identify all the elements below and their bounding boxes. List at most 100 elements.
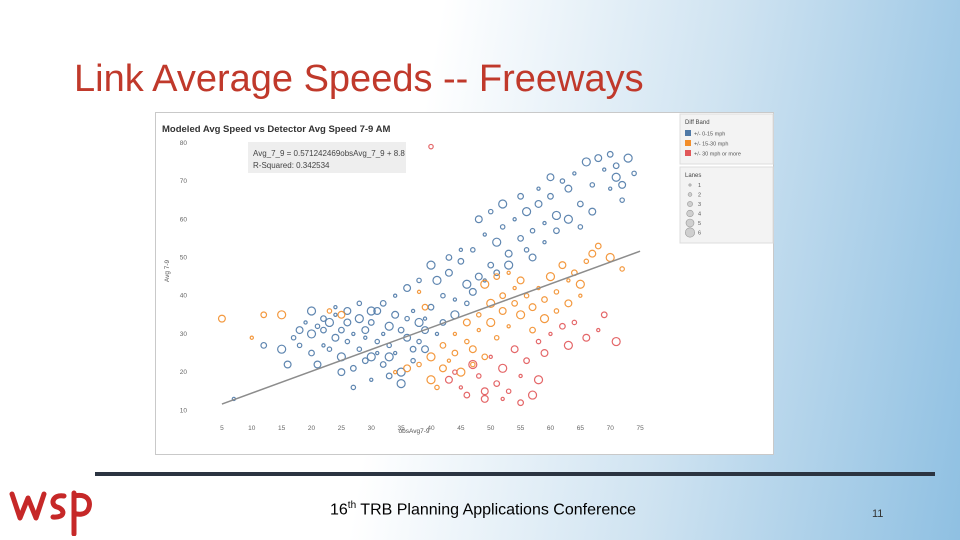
- data-point: [321, 343, 326, 348]
- data-point: [427, 303, 435, 311]
- data-point: [534, 199, 543, 208]
- data-point: [361, 357, 369, 365]
- legend-color-label: +/- 15-30 mph: [694, 142, 728, 148]
- y-tick-label: 30: [180, 331, 188, 338]
- data-point: [369, 377, 374, 382]
- data-point: [516, 276, 525, 285]
- data-point: [523, 247, 530, 253]
- data-point: [337, 310, 346, 319]
- data-point: [486, 317, 496, 328]
- data-point: [510, 345, 519, 354]
- data-point: [608, 186, 613, 191]
- data-point: [249, 335, 254, 340]
- data-point: [480, 387, 489, 396]
- data-point: [458, 247, 464, 253]
- data-point: [375, 350, 380, 356]
- data-point: [535, 338, 542, 345]
- data-point: [403, 364, 412, 373]
- data-point: [558, 261, 567, 270]
- footer-number: 16: [330, 501, 348, 519]
- data-point: [611, 336, 621, 347]
- data-point: [566, 278, 571, 283]
- data-point: [476, 327, 481, 333]
- data-point: [504, 260, 514, 270]
- x-tick-label: 75: [636, 425, 644, 432]
- scatter-chart: Modeled Avg Speed vs Detector Avg Speed …: [162, 113, 774, 435]
- data-point: [379, 299, 387, 307]
- data-point: [563, 214, 573, 224]
- data-point: [343, 306, 352, 315]
- data-point: [529, 326, 536, 334]
- page-number: 11: [872, 508, 884, 520]
- data-point: [277, 344, 287, 354]
- x-tick-label: 20: [308, 425, 316, 432]
- legend-size-label: 4: [698, 212, 701, 218]
- x-tick-label: 5: [220, 425, 224, 432]
- data-point: [470, 247, 476, 253]
- chart-title: Modeled Avg Speed vs Detector Avg Speed …: [162, 124, 390, 135]
- legend-swatch: [685, 140, 691, 146]
- legend-swatch: [685, 150, 691, 156]
- data-point: [493, 269, 501, 277]
- data-point: [533, 375, 544, 385]
- data-point: [451, 349, 459, 357]
- data-point: [536, 186, 541, 191]
- data-point: [602, 167, 607, 172]
- legend-size-marker: [686, 209, 694, 218]
- data-point: [506, 324, 511, 329]
- data-point: [470, 361, 476, 368]
- data-point: [480, 394, 489, 403]
- data-point: [397, 326, 405, 334]
- data-point: [381, 331, 386, 337]
- data-point: [527, 390, 538, 400]
- data-point: [506, 270, 511, 275]
- data-point: [468, 345, 477, 354]
- data-point: [493, 273, 501, 280]
- data-point: [351, 331, 356, 337]
- chart-marks: [217, 143, 641, 407]
- data-point: [313, 360, 322, 369]
- data-point: [384, 321, 394, 331]
- data-point: [523, 357, 530, 365]
- data-point: [416, 361, 422, 368]
- legend-size-marker: [684, 227, 695, 238]
- data-point: [551, 210, 562, 221]
- data-point: [283, 360, 292, 369]
- data-point: [583, 258, 590, 265]
- data-point: [392, 293, 398, 298]
- data-point: [553, 308, 560, 314]
- data-point: [295, 326, 304, 335]
- data-point: [498, 306, 507, 315]
- data-point: [529, 227, 536, 234]
- data-point: [331, 333, 340, 342]
- y-tick-label: 60: [180, 216, 188, 223]
- data-point: [320, 315, 327, 323]
- data-point: [462, 318, 471, 327]
- data-point: [379, 361, 387, 368]
- data-point: [518, 373, 523, 379]
- data-point: [499, 292, 507, 300]
- data-point: [464, 300, 470, 307]
- data-point: [391, 310, 400, 319]
- data-point: [367, 319, 375, 326]
- data-point: [523, 292, 530, 299]
- y-tick-label: 10: [180, 407, 188, 414]
- data-point: [385, 372, 393, 380]
- footer-conference: 16th TRB Planning Applications Conferenc…: [330, 500, 636, 519]
- chart-axes: 5 10 15 20 25 30 35 40 45 50 55 60 65 70 75 10 20 30 40 50 6…: [180, 140, 644, 432]
- data-point: [452, 297, 458, 302]
- data-point: [512, 217, 517, 222]
- data-point: [475, 312, 482, 318]
- data-point: [426, 260, 436, 270]
- legend-size-box: [679, 166, 774, 244]
- data-point: [499, 224, 506, 230]
- data-point: [575, 279, 585, 289]
- data-point: [516, 310, 526, 320]
- data-point: [373, 306, 382, 315]
- data-point: [512, 285, 517, 291]
- data-point: [444, 268, 453, 277]
- data-point: [517, 399, 525, 407]
- equation-box: [248, 142, 406, 173]
- data-point: [290, 334, 297, 341]
- r-squared-label: R-Squared: 0.342534: [253, 161, 330, 170]
